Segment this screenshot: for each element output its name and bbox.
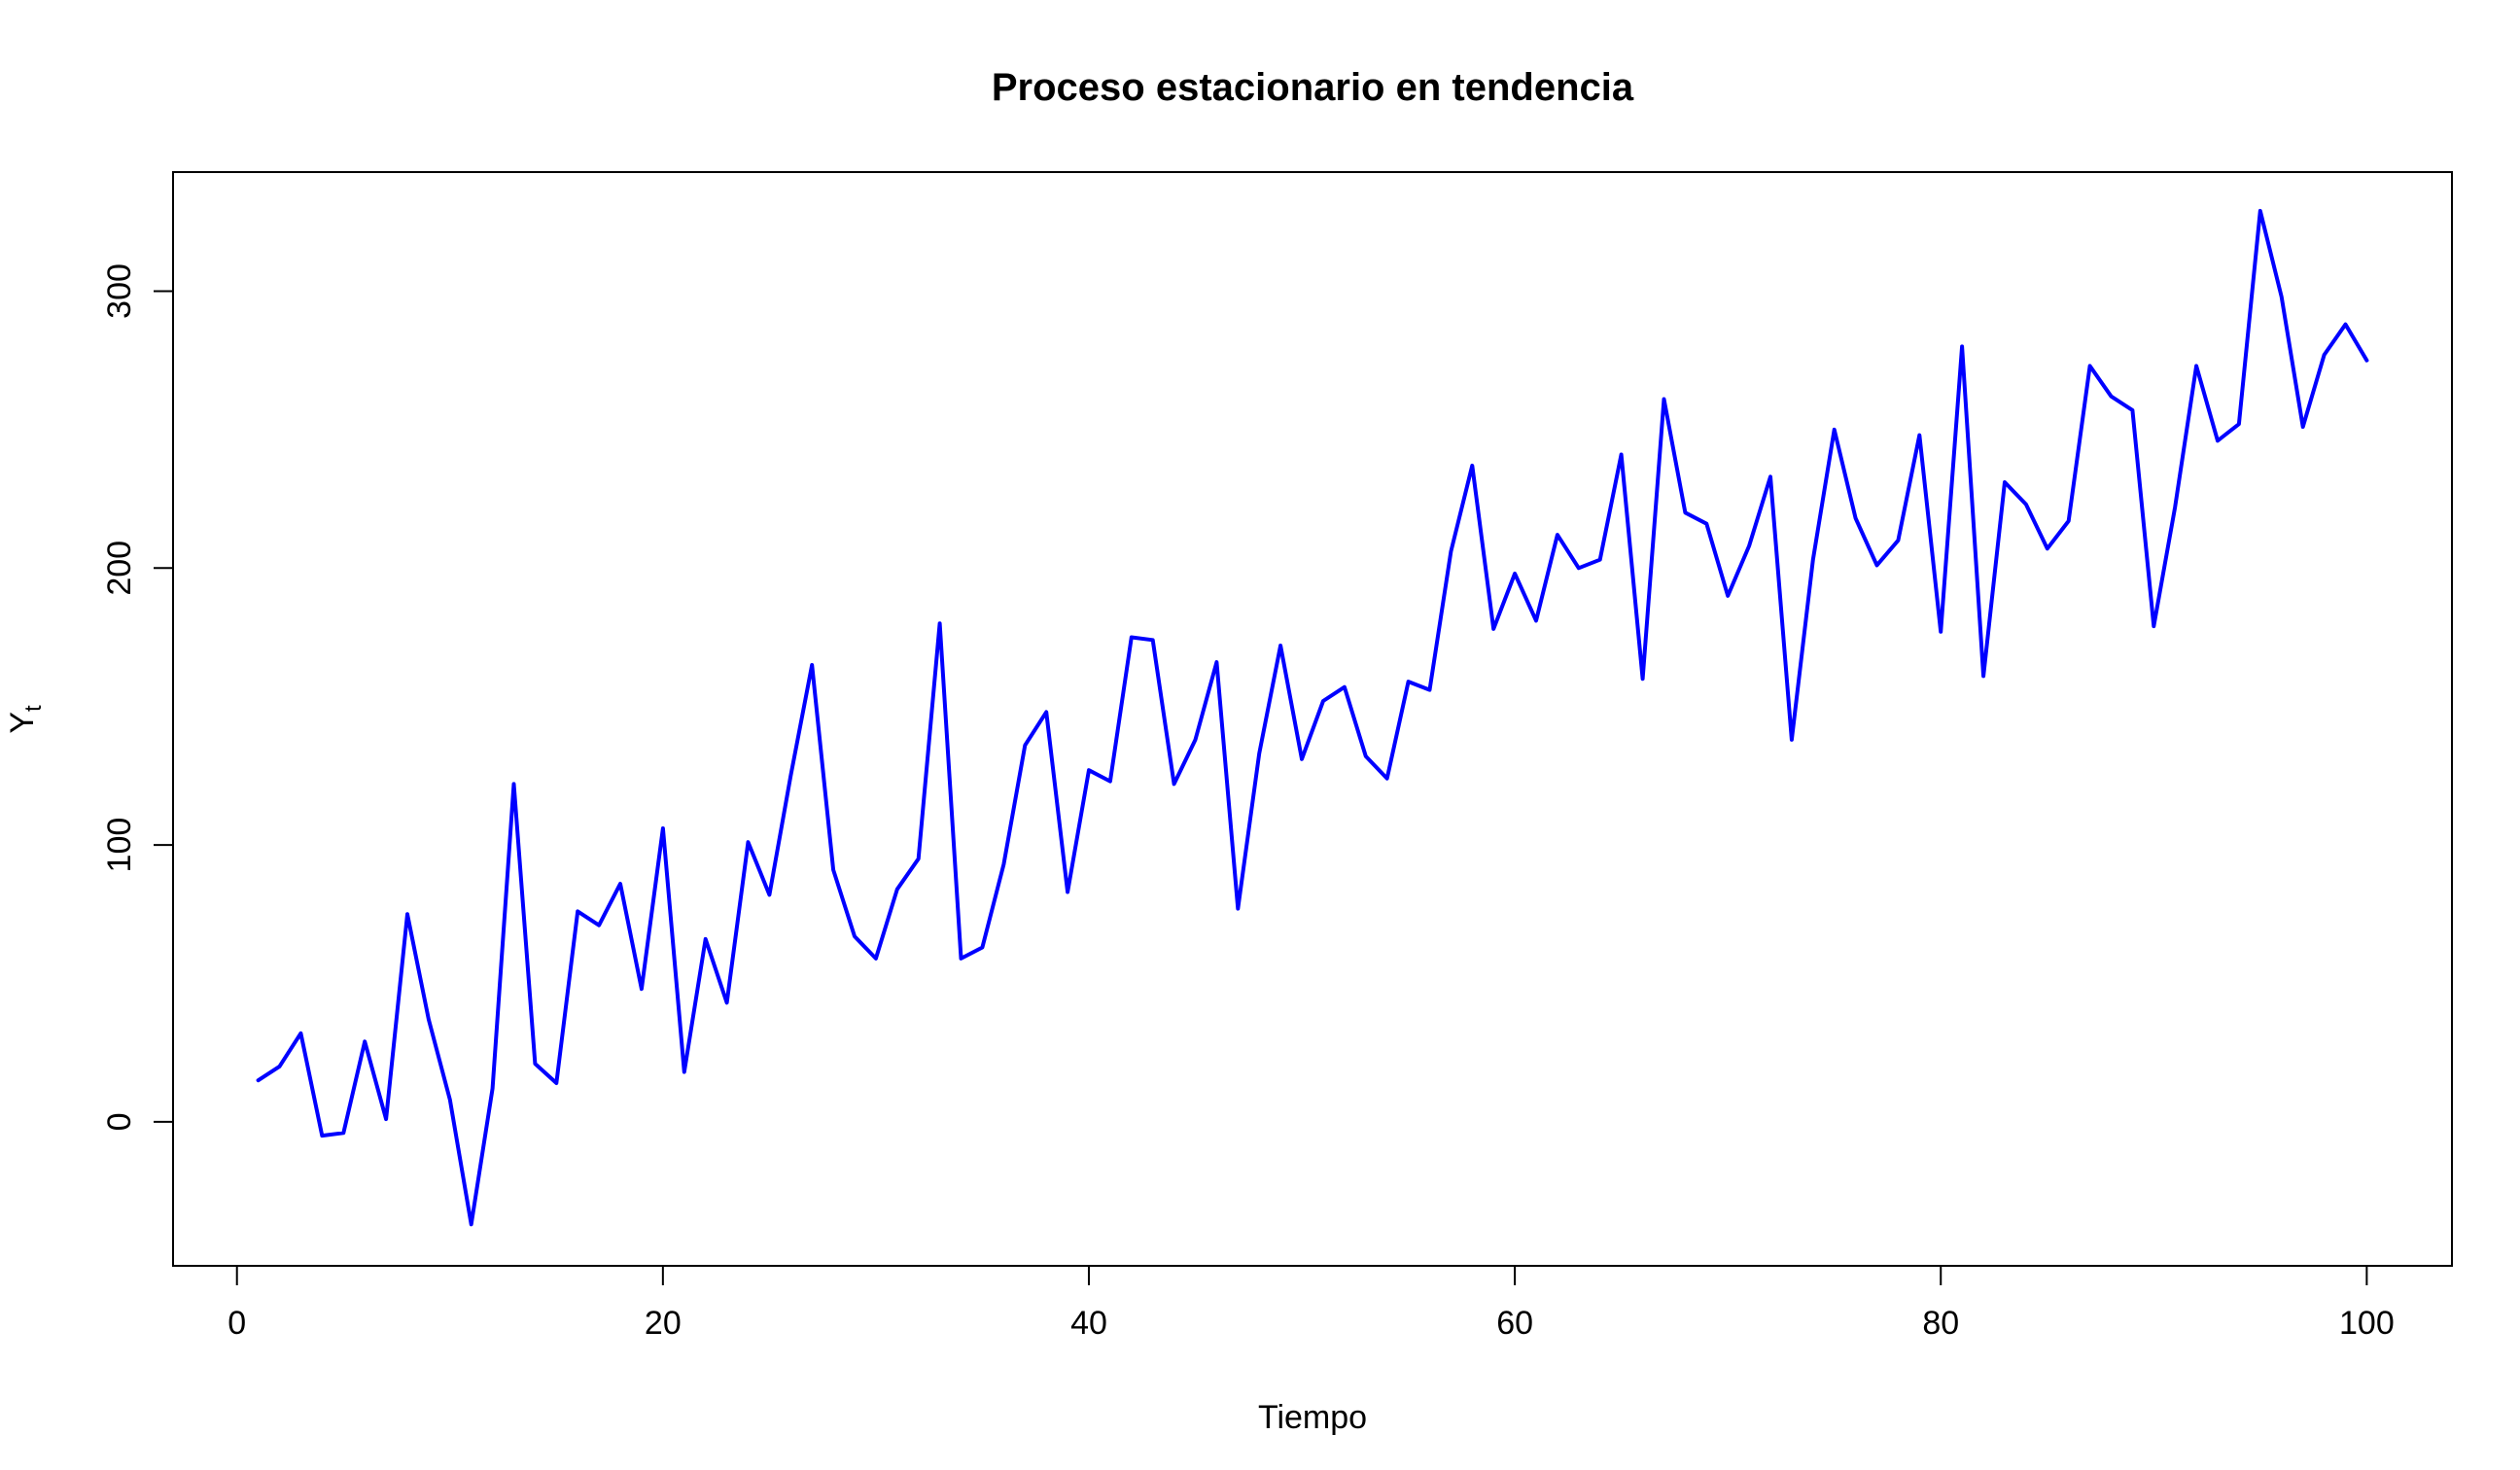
y-axis-label: Yt <box>4 705 47 734</box>
chart-title: Proceso estacionario en tendencia <box>992 66 1634 109</box>
x-tick-label: 40 <box>1070 1305 1107 1342</box>
x-axis: 0 20 40 60 80 100 <box>228 1265 2395 1342</box>
x-axis-label: Tiempo <box>1258 1399 1367 1436</box>
y-axis-label-subscript: t <box>20 705 47 712</box>
y-axis: 0 100 200 300 <box>101 263 174 1131</box>
plot-area <box>172 171 2453 1267</box>
x-tick-label: 100 <box>2339 1305 2395 1342</box>
series-line <box>256 208 2369 1227</box>
y-tick-label: 200 <box>101 541 138 596</box>
x-tick-label: 20 <box>645 1305 682 1342</box>
y-tick-label: 0 <box>101 1112 138 1131</box>
x-tick-label: 80 <box>1922 1305 1959 1342</box>
x-tick-label: 60 <box>1496 1305 1533 1342</box>
series-layer <box>256 208 2369 1227</box>
y-tick-label: 100 <box>101 818 138 873</box>
y-axis-label-main: Y <box>4 712 41 734</box>
y-tick-label: 300 <box>101 263 138 319</box>
x-tick-label: 0 <box>228 1305 246 1342</box>
